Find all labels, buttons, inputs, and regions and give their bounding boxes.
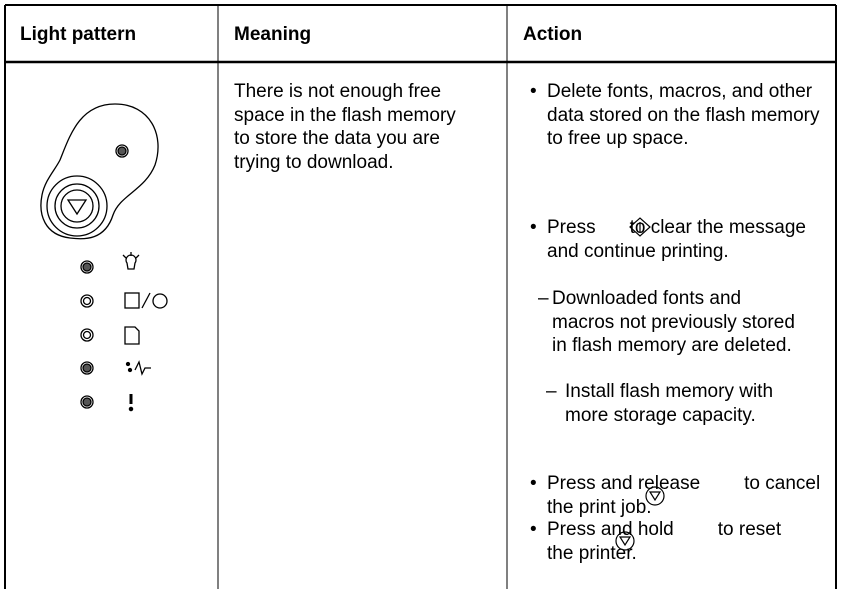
action-text: Press and hold	[547, 519, 674, 540]
header: Light pattern	[20, 24, 137, 45]
button-icons	[615, 217, 665, 551]
bullet: •	[530, 473, 537, 494]
bullet: •	[530, 81, 537, 102]
action-text: Press	[547, 217, 596, 238]
action: Press and hold to reset the printer.	[547, 518, 792, 565]
bullet: •	[530, 217, 537, 238]
action-text: to clear the message and continue printi…	[547, 217, 806, 262]
light-panel	[40, 103, 168, 412]
header: Action	[523, 24, 583, 45]
action: Press to clear the message and continue p…	[547, 216, 817, 263]
header: Meaning	[234, 24, 312, 45]
dash: –	[538, 288, 549, 309]
sub-action: Downloaded fonts and macros not previous…	[552, 288, 795, 356]
dash: –	[546, 381, 557, 402]
action-text: Press and release	[547, 473, 701, 494]
action: Press and release to cancel the print job…	[547, 472, 832, 519]
action-text: to reset the printer.	[547, 519, 782, 564]
sub-action: Install flash memory with more storage c…	[565, 381, 774, 426]
action-text: to cancel the print job.	[547, 473, 821, 518]
meaning: There is not enough free space in the fl…	[234, 81, 456, 173]
action: Delete fonts, macros, and other data sto…	[547, 81, 820, 149]
bullet: •	[530, 519, 537, 540]
